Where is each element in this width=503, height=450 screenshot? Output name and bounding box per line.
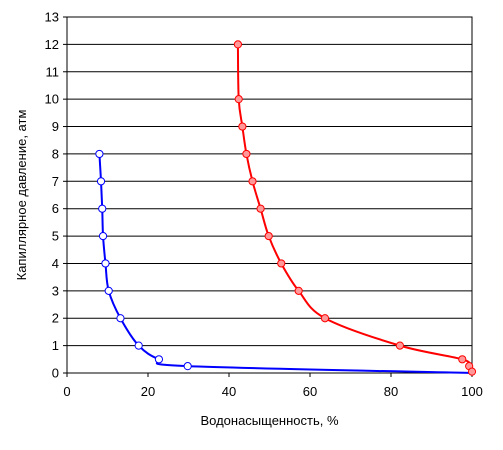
series-2-point-1 <box>233 40 243 49</box>
y-tick-label: 2 <box>52 311 59 326</box>
x-tick-label: 0 <box>63 384 70 399</box>
y-tick-label: 10 <box>45 92 59 107</box>
series-1-point-3 <box>98 204 107 213</box>
x-tick-label: 40 <box>222 384 236 399</box>
series-2-point-14 <box>467 367 477 376</box>
series-1-point-4 <box>98 231 108 241</box>
series-1-point-7 <box>116 314 125 323</box>
y-tick-label: 4 <box>52 256 59 271</box>
series-1-point-9 <box>154 355 164 364</box>
x-axis-title: Водонасыщенность, % <box>200 413 339 428</box>
series-2-point-4 <box>242 149 251 159</box>
y-tick-label: 3 <box>52 283 59 298</box>
series-2-point-5 <box>248 177 257 186</box>
series-2-point-9 <box>294 286 303 295</box>
series-2-point-12 <box>458 355 467 364</box>
y-tick-label: 1 <box>52 338 59 353</box>
series-1-point-8 <box>134 341 143 350</box>
y-axis-title: Капиллярное давление, атм <box>14 110 29 281</box>
series-line-2 <box>236 44 473 373</box>
series-2-point-8 <box>277 259 286 268</box>
axes <box>63 16 473 377</box>
x-tick-label: 60 <box>303 384 317 399</box>
y-tick-label: 9 <box>52 119 59 134</box>
grid-lines <box>67 16 472 347</box>
series-1-point-6 <box>104 286 113 295</box>
x-tick-label: 80 <box>384 384 398 399</box>
series-1-point-5 <box>101 259 110 268</box>
series-2-point-2 <box>234 95 243 104</box>
y-tick-label: 7 <box>52 174 59 189</box>
series-2-point-6 <box>256 204 265 213</box>
series-2-point-7 <box>264 231 273 241</box>
y-tick-label: 8 <box>52 146 59 161</box>
x-tick-label: 20 <box>141 384 155 399</box>
y-tick-label: 13 <box>45 10 59 25</box>
series-1-point-2 <box>96 177 106 186</box>
series-2-point-3 <box>238 122 247 131</box>
y-tick-label: 11 <box>46 64 60 79</box>
series-group <box>95 40 477 376</box>
x-tick-label: 100 <box>461 384 483 399</box>
series-1-point-10 <box>183 362 192 371</box>
y-tick-label: 5 <box>52 229 59 244</box>
series-2-point-10 <box>320 314 330 323</box>
series-2-point-11 <box>395 341 405 350</box>
y-tick-label: 0 <box>52 366 59 381</box>
series-1-point-1 <box>95 149 104 159</box>
y-tick-label: 12 <box>45 37 59 52</box>
y-tick-label: 6 <box>52 201 59 216</box>
plot-area-frame <box>66 16 473 374</box>
